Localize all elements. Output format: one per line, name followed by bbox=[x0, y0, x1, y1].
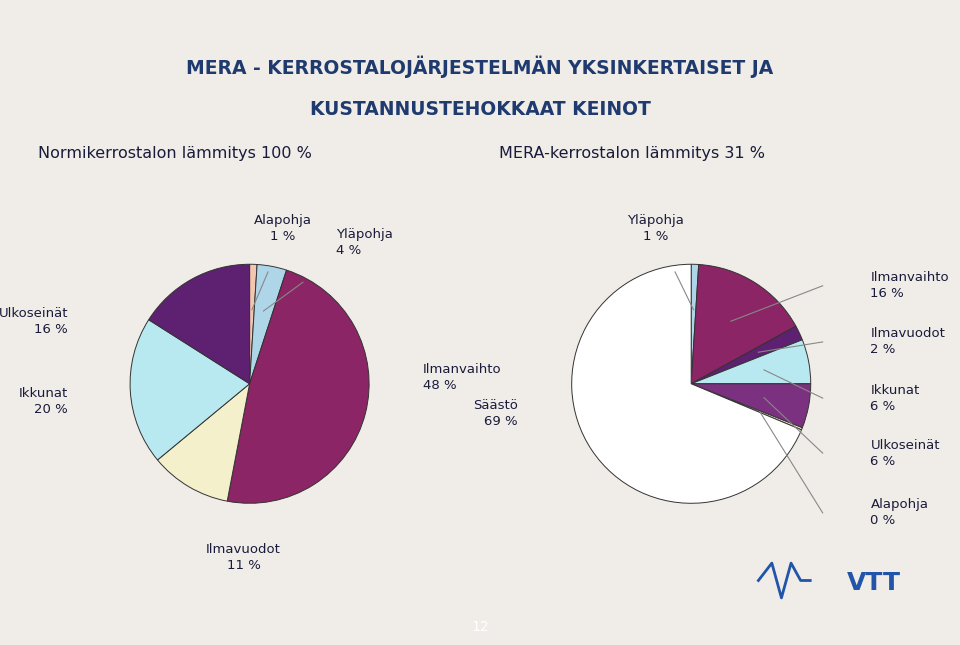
Wedge shape bbox=[691, 384, 803, 430]
Wedge shape bbox=[149, 264, 250, 384]
Wedge shape bbox=[691, 326, 803, 384]
Wedge shape bbox=[691, 340, 810, 384]
Wedge shape bbox=[572, 264, 802, 503]
Text: Yläpohja
4 %: Yläpohja 4 % bbox=[336, 228, 393, 257]
Text: Alapohja
1 %: Alapohja 1 % bbox=[254, 214, 312, 243]
Text: Ulkoseinät
6 %: Ulkoseinät 6 % bbox=[871, 439, 940, 468]
Text: Ilmanvaihto
16 %: Ilmanvaihto 16 % bbox=[871, 272, 949, 301]
Wedge shape bbox=[691, 264, 796, 384]
Text: 12: 12 bbox=[471, 620, 489, 634]
Wedge shape bbox=[250, 264, 257, 384]
Text: Ilmanvaihto
48 %: Ilmanvaihto 48 % bbox=[423, 363, 501, 392]
Text: Ikkunat
6 %: Ikkunat 6 % bbox=[871, 384, 920, 413]
Wedge shape bbox=[157, 384, 250, 501]
Wedge shape bbox=[131, 320, 250, 460]
Text: KUSTANNUSTEHOKKAAT KEINOT: KUSTANNUSTEHOKKAAT KEINOT bbox=[309, 101, 651, 119]
Wedge shape bbox=[250, 264, 286, 384]
Text: Ilmavuodot
11 %: Ilmavuodot 11 % bbox=[206, 542, 281, 571]
Text: Yläpohja
1 %: Yläpohja 1 % bbox=[627, 214, 684, 243]
Text: MERA - KERROSTALOJÄRJESTELMÄN YKSINKERTAISET JA: MERA - KERROSTALOJÄRJESTELMÄN YKSINKERTA… bbox=[186, 55, 774, 77]
Text: MERA-kerrostalon lämmitys 31 %: MERA-kerrostalon lämmitys 31 % bbox=[499, 146, 765, 161]
Wedge shape bbox=[691, 384, 810, 428]
Text: Säästö
69 %: Säästö 69 % bbox=[473, 399, 517, 428]
Text: VTT: VTT bbox=[847, 571, 900, 595]
Text: Ikkunat
20 %: Ikkunat 20 % bbox=[18, 387, 68, 416]
Text: Ilmavuodot
2 %: Ilmavuodot 2 % bbox=[871, 328, 946, 357]
Text: Ulkoseinät
16 %: Ulkoseinät 16 % bbox=[0, 307, 68, 336]
Wedge shape bbox=[228, 270, 369, 503]
Wedge shape bbox=[691, 264, 699, 384]
Text: Normikerrostalon lämmitys 100 %: Normikerrostalon lämmitys 100 % bbox=[38, 146, 312, 161]
Text: Alapohja
0 %: Alapohja 0 % bbox=[871, 499, 928, 528]
